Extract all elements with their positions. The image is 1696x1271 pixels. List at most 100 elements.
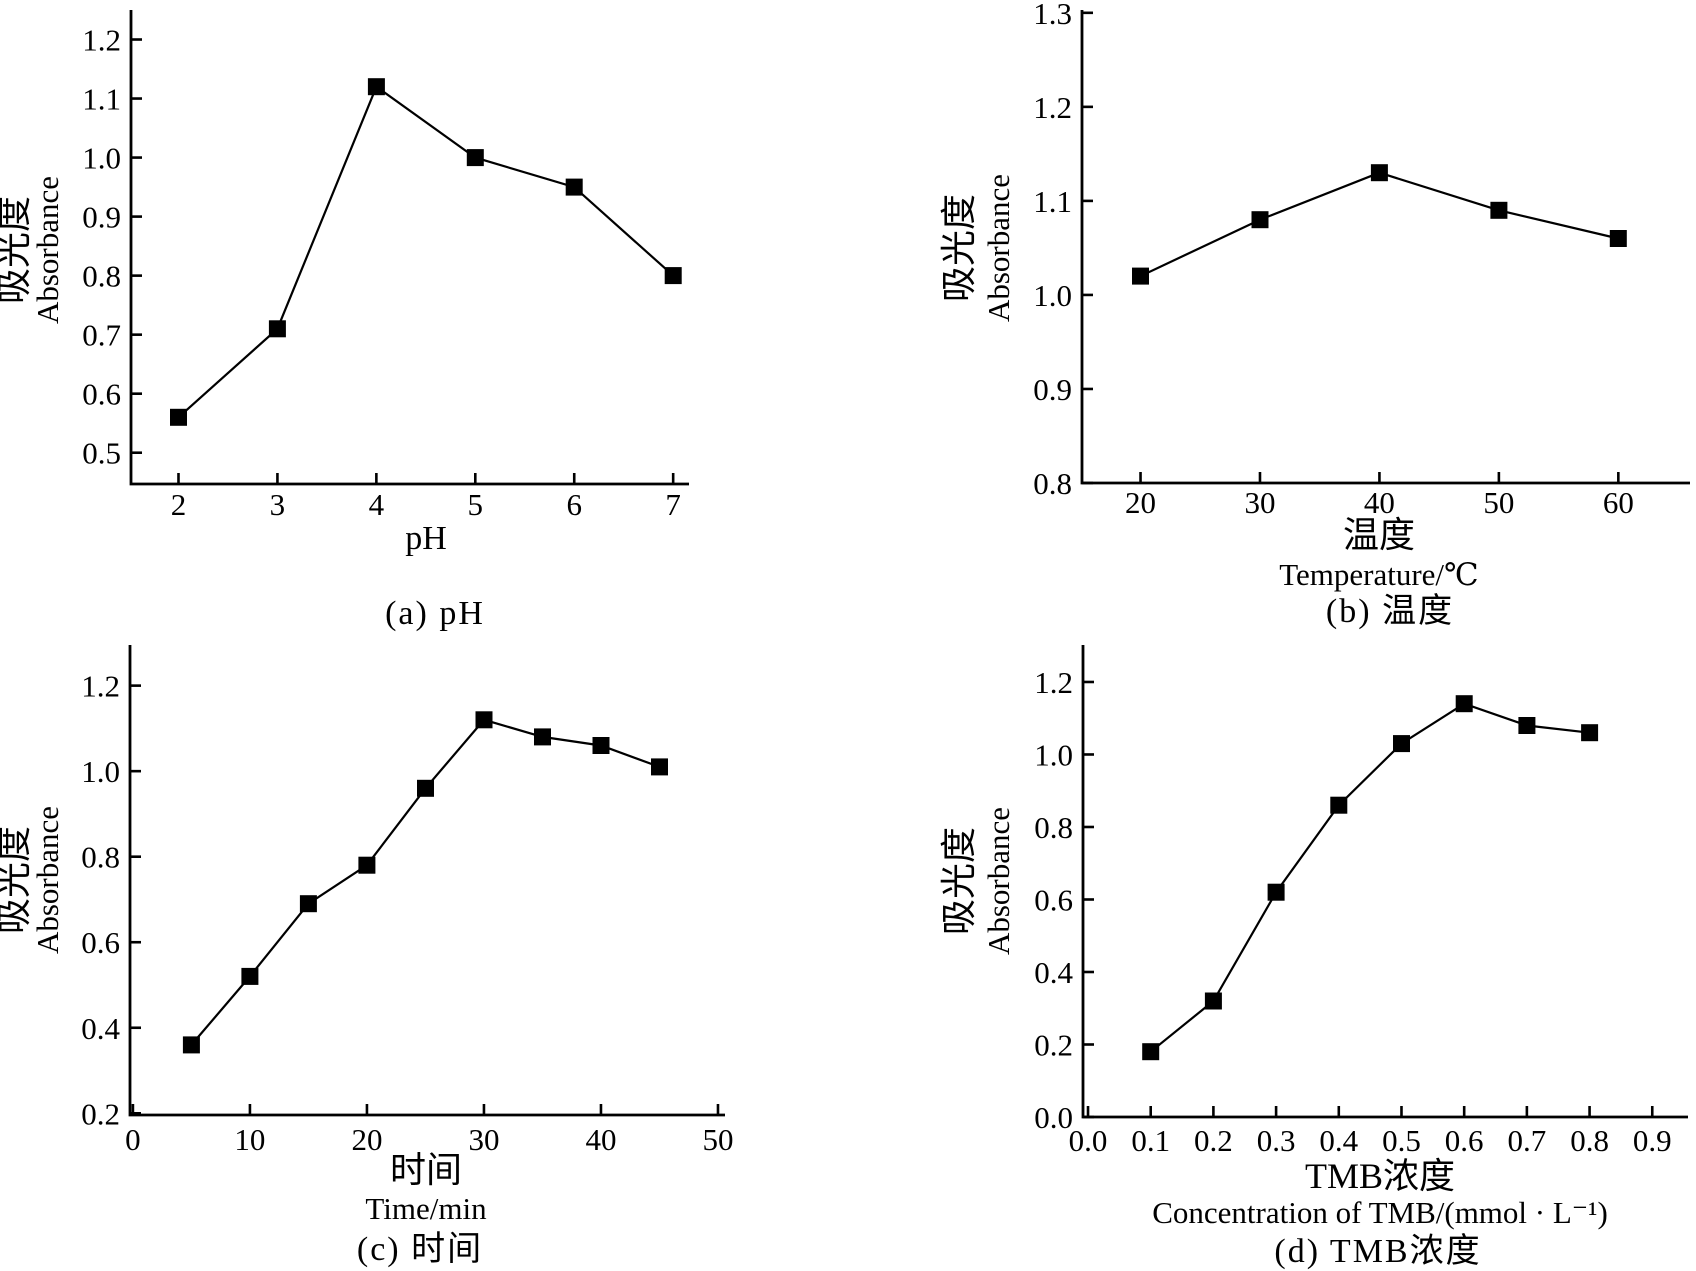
x-axis-label: 时间 bbox=[390, 1150, 462, 1190]
y-axis-label-en: Absorbance bbox=[30, 176, 65, 324]
y-tick-label: 1.0 bbox=[1034, 737, 1073, 772]
x-tick-label: 2 bbox=[171, 487, 187, 522]
data-point-marker bbox=[651, 758, 668, 776]
x-tick-label: 10 bbox=[234, 1122, 265, 1157]
data-line bbox=[190, 718, 660, 1046]
data-point-marker bbox=[1142, 1043, 1160, 1061]
data-point-marker bbox=[417, 779, 434, 797]
y-axis-label-en: Absorbance bbox=[981, 807, 1016, 955]
x-tick-label: 3 bbox=[270, 487, 286, 522]
y-tick-label: 1.2 bbox=[81, 669, 120, 704]
y-tick-label: 0.9 bbox=[82, 200, 121, 235]
x-tick-label: 40 bbox=[1364, 485, 1395, 520]
x-axis-label: Concentration of TMB/(mmol · L⁻¹) bbox=[1152, 1195, 1608, 1230]
panel-caption: (b) 温度 bbox=[1326, 592, 1454, 630]
data-point-marker bbox=[1581, 724, 1599, 742]
y-axis-label-cn: 吸光度 bbox=[0, 196, 34, 304]
y-axis-label-en: Absorbance bbox=[30, 806, 65, 954]
x-axis-label: Temperature/℃ bbox=[1279, 557, 1478, 592]
data-point-marker bbox=[268, 320, 286, 338]
data-point-marker bbox=[358, 856, 376, 874]
y-tick-label: 0.8 bbox=[82, 259, 121, 294]
y-tick-label: 1.0 bbox=[82, 141, 121, 176]
data-point-marker bbox=[1455, 695, 1473, 713]
data-line bbox=[1140, 171, 1619, 278]
data-point-marker bbox=[367, 78, 385, 96]
y-tick-label: 1.2 bbox=[1033, 90, 1072, 125]
x-tick-label: 5 bbox=[468, 487, 484, 522]
data-line bbox=[1150, 702, 1590, 1053]
y-tick-label: 0.8 bbox=[1033, 466, 1072, 501]
y-tick-label: 0.7 bbox=[82, 318, 121, 353]
data-point-marker bbox=[1267, 883, 1285, 901]
y-tick-label: 1.2 bbox=[1034, 665, 1073, 700]
data-point-marker bbox=[1370, 164, 1388, 182]
axis-spines bbox=[128, 645, 725, 1117]
data-point-marker bbox=[1490, 201, 1508, 219]
y-tick-label: 1.0 bbox=[81, 754, 120, 789]
x-axis-label: TMB浓度 bbox=[1305, 1156, 1455, 1196]
x-tick-label: 0.2 bbox=[1194, 1123, 1233, 1158]
x-axis-label: Time/min bbox=[365, 1191, 487, 1226]
y-tick-label: 0.8 bbox=[81, 840, 120, 875]
x-tick-label: 0.3 bbox=[1257, 1123, 1296, 1158]
data-point-marker bbox=[241, 967, 259, 985]
data-point-marker bbox=[182, 1036, 200, 1054]
y-tick-label: 0.6 bbox=[81, 925, 120, 960]
y-tick-label: 0.5 bbox=[82, 436, 121, 471]
x-tick-label: 0.7 bbox=[1508, 1123, 1547, 1158]
x-tick-label: 6 bbox=[566, 487, 582, 522]
panel-a-chart: 2 3 4 5 6 7 0.5 0.6 0.7 0.8 0.9 1.0 1.1 1.2 pH 吸光度Absor… bbox=[0, 10, 689, 632]
y-tick-label: 0.6 bbox=[1034, 882, 1073, 917]
x-tick-label: 0.1 bbox=[1131, 1123, 1170, 1158]
y-tick-label: 1.2 bbox=[82, 23, 121, 58]
data-point-marker bbox=[1132, 267, 1149, 285]
data-point-marker bbox=[1609, 230, 1627, 247]
y-tick-label: 1.0 bbox=[1033, 278, 1072, 313]
panel-d-chart: 0.0 0.1 0.2 0.3 0.4 0.5 0.6 0.7 0.8 0.9 0.0 0.2 0.4 0… bbox=[939, 645, 1688, 1270]
y-tick-label: 0.4 bbox=[1034, 955, 1073, 990]
data-point-marker bbox=[466, 149, 484, 167]
data-point-marker bbox=[1518, 717, 1536, 734]
data-point-marker bbox=[1204, 992, 1222, 1010]
data-point-marker bbox=[475, 711, 493, 729]
data-point-marker bbox=[170, 408, 187, 426]
x-tick-label: 0.5 bbox=[1382, 1123, 1421, 1158]
data-point-marker bbox=[1393, 735, 1410, 753]
x-axis-label: pH bbox=[405, 520, 447, 557]
y-axis-label-cn: 吸光度 bbox=[0, 826, 34, 934]
x-tick-label: 0.0 bbox=[1069, 1123, 1108, 1158]
panel-b-chart: 20 30 40 50 60 0.8 0.9 1.0 1.1 1.2 1.3 温度Temperatur… bbox=[939, 0, 1690, 630]
x-tick-label: 4 bbox=[369, 487, 385, 522]
data-point-marker bbox=[664, 267, 682, 285]
x-tick-label: 50 bbox=[702, 1122, 733, 1157]
y-axis-label-cn: 吸光度 bbox=[939, 194, 979, 302]
y-tick-label: 0.9 bbox=[1033, 372, 1072, 407]
data-point-marker bbox=[1251, 211, 1269, 229]
data-point-marker bbox=[565, 178, 583, 196]
y-axis-label-cn: 吸光度 bbox=[939, 827, 979, 935]
x-tick-label: 30 bbox=[468, 1122, 499, 1157]
x-tick-label: 60 bbox=[1603, 485, 1634, 520]
x-tick-label: 30 bbox=[1244, 485, 1275, 520]
panel-caption: (d) TMB浓度 bbox=[1274, 1232, 1481, 1270]
data-point-marker bbox=[534, 728, 551, 746]
x-tick-label: 0.8 bbox=[1570, 1123, 1609, 1158]
panel-caption: (c) 时间 bbox=[357, 1231, 483, 1268]
x-tick-label: 7 bbox=[665, 487, 681, 522]
x-tick-label: 0.4 bbox=[1319, 1123, 1358, 1158]
axis-spines bbox=[1080, 10, 1690, 485]
x-tick-label: 20 bbox=[1125, 485, 1156, 520]
data-point-marker bbox=[299, 895, 317, 913]
y-tick-label: 0.4 bbox=[81, 1011, 120, 1046]
y-axis-label-en: Absorbance bbox=[981, 174, 1016, 322]
y-tick-label: 0.2 bbox=[81, 1096, 120, 1131]
x-tick-label: 20 bbox=[351, 1122, 382, 1157]
y-tick-label: 0.0 bbox=[1034, 1100, 1073, 1135]
x-tick-label: 0.9 bbox=[1633, 1123, 1672, 1158]
axis-spines bbox=[129, 10, 689, 486]
y-tick-label: 1.1 bbox=[1033, 184, 1072, 219]
